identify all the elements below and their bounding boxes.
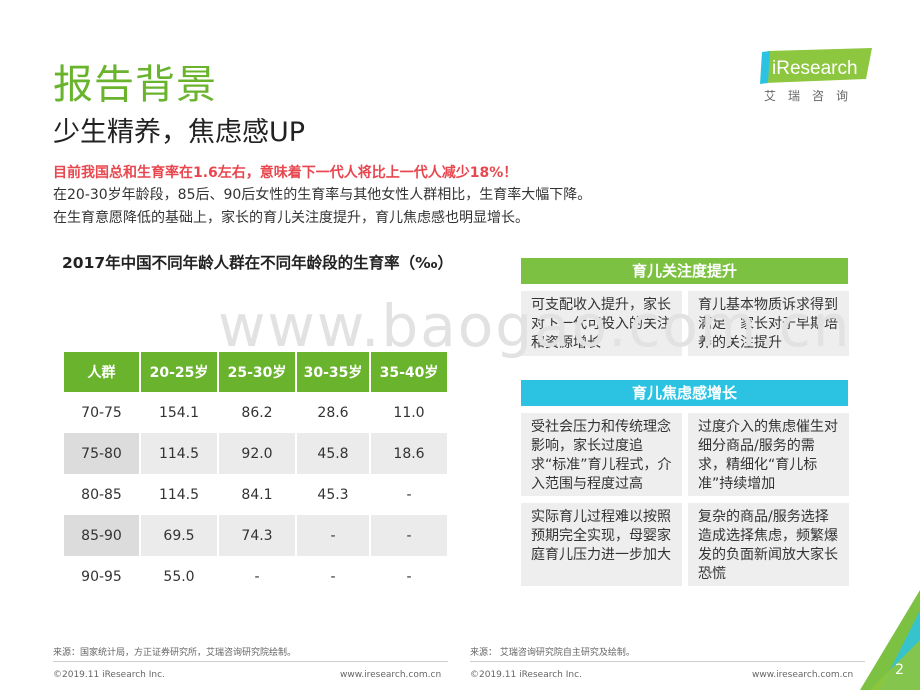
footer-divider-left: [53, 661, 448, 662]
copyright-left: ©2019.11 iResearch Inc.: [53, 670, 165, 680]
table-cell: 11.0: [370, 392, 447, 433]
header-cell: 人群: [64, 352, 141, 392]
logo-mark-icon: iResearch: [760, 48, 872, 84]
source-note-right: 来源： 艾瑞咨询研究院自主研究及绘制。: [470, 648, 635, 658]
table-header-row: 人群 20-25岁 25-30岁 30-35岁 35-40岁: [64, 352, 447, 392]
table-cell: 18.6: [370, 433, 447, 474]
intro-line-2: 在20-30岁年龄段，85后、90后女性的生育率与其他女性人群相比，生育率大幅下…: [53, 187, 592, 203]
table-cell: 86.2: [218, 392, 297, 433]
table-title: 2017年中国不同年龄人群在不同年龄段的生育率（‰）: [62, 254, 453, 272]
watermark: www.baogao.com.cn: [218, 292, 852, 360]
corner-decoration-icon: [860, 590, 920, 690]
table-cell: 84.1: [218, 474, 297, 515]
table-cell: 114.5: [140, 433, 219, 474]
table-cell: 45.8: [296, 433, 371, 474]
attention-box-1: 可支配收入提升，家长对下一代可投入的关注和资源增长: [521, 291, 682, 356]
iresearch-logo: iResearch 艾瑞咨询: [758, 47, 874, 107]
table-cell: 80-85: [64, 474, 141, 515]
table-row: 90-95 55.0 - - -: [64, 556, 447, 597]
url-left: www.iresearch.com.cn: [340, 670, 442, 680]
panel-attention-heading: 育儿关注度提升: [521, 258, 848, 284]
panel-anxiety-heading: 育儿焦虑感增长: [521, 380, 848, 406]
source-note-left: 来源：国家统计局，方正证券研究所，艾瑞咨询研究院绘制。: [53, 648, 297, 658]
table-row: 70-75 154.1 86.2 28.6 11.0: [64, 392, 447, 433]
intro-highlight: 目前我国总和生育率在1.6左右，意味着下一代人将比上一代人减少18%！: [53, 165, 518, 181]
table-row: 85-90 69.5 74.3 - -: [64, 515, 447, 556]
table-cell: 154.1: [140, 392, 219, 433]
page-subtitle: 少生精养，焦虑感UP: [53, 117, 306, 148]
table-cell: 92.0: [218, 433, 297, 474]
table-cell: 90-95: [64, 556, 141, 597]
table-cell: 75-80: [64, 433, 141, 474]
intro-line-3: 在生育意愿降低的基础上，家长的育儿关注度提升，育儿焦虑感也明显增长。: [53, 210, 529, 226]
anxiety-box-2: 过度介入的焦虑催生对细分商品/服务的需求，精细化“育儿标准”持续增加: [688, 413, 849, 496]
header-cell: 20-25岁: [140, 352, 219, 392]
table-cell: 69.5: [140, 515, 219, 556]
header-cell: 35-40岁: [370, 352, 447, 392]
table-row: 75-80 114.5 92.0 45.8 18.6: [64, 433, 447, 474]
page-number: 2: [895, 662, 904, 678]
table-cell: -: [218, 556, 297, 597]
anxiety-box-3: 实际育儿过程难以按照预期完全实现，母婴家庭育儿压力进一步加大: [521, 503, 682, 586]
attention-box-2: 育儿基本物质诉求得到满足，家长对于早期培养的关注提升: [688, 291, 849, 356]
table-cell: -: [296, 556, 371, 597]
table-cell: 28.6: [296, 392, 371, 433]
table-cell: 85-90: [64, 515, 141, 556]
header-cell: 30-35岁: [296, 352, 371, 392]
table-cell: 114.5: [140, 474, 219, 515]
logo-cn-text: 艾瑞咨询: [764, 89, 861, 103]
anxiety-box-1: 受社会压力和传统理念影响，家长过度追求“标准”育儿程式，介入范围与程度过高: [521, 413, 682, 496]
anxiety-box-4: 复杂的商品/服务选择造成选择焦虑，频繁爆发的负面新闻放大家长恐慌: [688, 503, 849, 586]
table-cell: -: [370, 556, 447, 597]
page-title: 报告背景: [53, 62, 217, 108]
copyright-right: ©2019.11 iResearch Inc.: [470, 670, 582, 680]
table-cell: 55.0: [140, 556, 219, 597]
table-cell: 74.3: [218, 515, 297, 556]
table-cell: 70-75: [64, 392, 141, 433]
table-cell: -: [370, 515, 447, 556]
fertility-rate-table: 人群 20-25岁 25-30岁 30-35岁 35-40岁 70-75 154…: [64, 352, 447, 597]
table-cell: 45.3: [296, 474, 371, 515]
header-cell: 25-30岁: [218, 352, 297, 392]
table-cell: -: [370, 474, 447, 515]
table-cell: -: [296, 515, 371, 556]
table-row: 80-85 114.5 84.1 45.3 -: [64, 474, 447, 515]
url-right: www.iresearch.com.cn: [752, 670, 854, 680]
footer-divider-right: [470, 661, 865, 662]
logo-brand-text: iResearch: [772, 58, 858, 79]
